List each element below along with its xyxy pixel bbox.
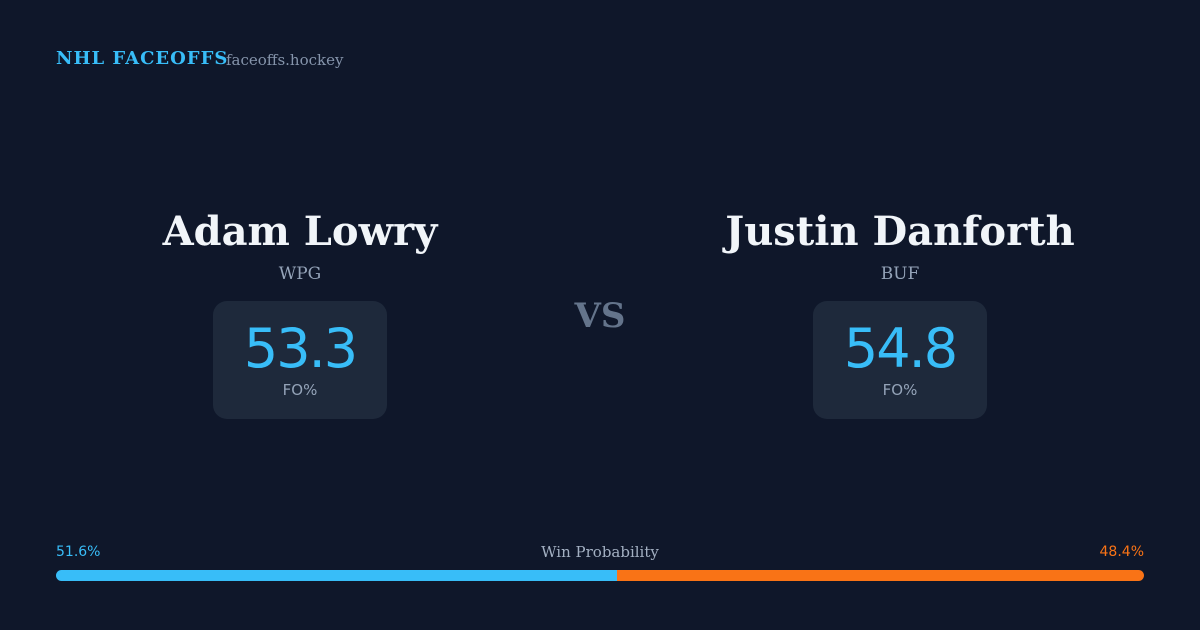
win-pct: 51.6% <box>56 544 101 560</box>
player-panel: Justin Danforth BUF 54.8 FO% <box>650 204 1150 419</box>
team: BUF <box>880 264 920 284</box>
win-prob-segment <box>56 570 618 581</box>
win-prob-label: Win Probability <box>541 543 659 561</box>
win-prob-bar <box>56 570 1144 581</box>
stat-card: 54.8 FO% <box>813 301 987 419</box>
stat-value: 53.3 <box>243 317 358 380</box>
win-pct: 48.4% <box>1099 544 1144 560</box>
player-panel: Adam Lowry WPG 53.3 FO% <box>50 204 550 419</box>
player-name: Adam Lowry <box>162 208 438 255</box>
brand: NHL FACEOFFS <box>56 48 229 69</box>
vs-label: VS <box>574 296 626 336</box>
stat-value: 54.8 <box>843 317 958 380</box>
win-prob-segment <box>617 570 1144 581</box>
player-name: Justin Danforth <box>725 208 1075 255</box>
stat-card: 53.3 FO% <box>213 301 387 419</box>
team: WPG <box>278 264 322 284</box>
stat-label: FO% <box>282 381 318 399</box>
site-name: faceoffs.hockey <box>226 51 344 69</box>
stat-label: FO% <box>882 381 918 399</box>
